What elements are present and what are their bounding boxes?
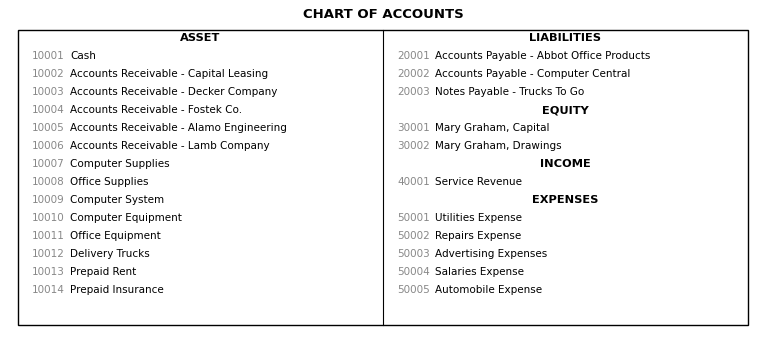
Text: 10006: 10006 xyxy=(32,141,65,151)
Text: 10005: 10005 xyxy=(32,123,65,133)
Text: Mary Graham, Drawings: Mary Graham, Drawings xyxy=(435,141,561,151)
Text: Advertising Expenses: Advertising Expenses xyxy=(435,249,547,259)
Text: ASSET: ASSET xyxy=(180,33,221,43)
Text: Office Supplies: Office Supplies xyxy=(70,177,149,187)
Text: 10013: 10013 xyxy=(32,267,65,277)
Text: INCOME: INCOME xyxy=(540,159,591,169)
Text: Service Revenue: Service Revenue xyxy=(435,177,522,187)
Text: Accounts Receivable - Decker Company: Accounts Receivable - Decker Company xyxy=(70,87,277,97)
Text: 10008: 10008 xyxy=(32,177,65,187)
Text: Prepaid Insurance: Prepaid Insurance xyxy=(70,285,164,295)
Text: CHART OF ACCOUNTS: CHART OF ACCOUNTS xyxy=(303,8,463,20)
Text: Accounts Payable - Computer Central: Accounts Payable - Computer Central xyxy=(435,69,630,79)
Text: Repairs Expense: Repairs Expense xyxy=(435,231,521,241)
Text: 10003: 10003 xyxy=(32,87,65,97)
Bar xyxy=(18,30,748,325)
Text: 50001: 50001 xyxy=(397,213,430,223)
Text: 10012: 10012 xyxy=(32,249,65,259)
Text: Accounts Payable - Abbot Office Products: Accounts Payable - Abbot Office Products xyxy=(435,51,650,61)
Text: Mary Graham, Capital: Mary Graham, Capital xyxy=(435,123,549,133)
Text: 30001: 30001 xyxy=(397,123,430,133)
Text: 50004: 50004 xyxy=(397,267,430,277)
Text: EQUITY: EQUITY xyxy=(542,105,589,115)
Text: Salaries Expense: Salaries Expense xyxy=(435,267,524,277)
Text: 20003: 20003 xyxy=(397,87,430,97)
Text: Computer System: Computer System xyxy=(70,195,164,205)
Text: Delivery Trucks: Delivery Trucks xyxy=(70,249,149,259)
Text: Notes Payable - Trucks To Go: Notes Payable - Trucks To Go xyxy=(435,87,584,97)
Text: 10002: 10002 xyxy=(32,69,65,79)
Text: 10007: 10007 xyxy=(32,159,65,169)
Text: 50002: 50002 xyxy=(397,231,430,241)
Text: 20002: 20002 xyxy=(397,69,430,79)
Text: 10001: 10001 xyxy=(32,51,65,61)
Text: 50005: 50005 xyxy=(397,285,430,295)
Text: 10014: 10014 xyxy=(32,285,65,295)
Text: EXPENSES: EXPENSES xyxy=(532,195,599,205)
Text: Computer Supplies: Computer Supplies xyxy=(70,159,169,169)
Text: Accounts Receivable - Lamb Company: Accounts Receivable - Lamb Company xyxy=(70,141,270,151)
Text: 10011: 10011 xyxy=(32,231,65,241)
Text: Computer Equipment: Computer Equipment xyxy=(70,213,182,223)
Text: Automobile Expense: Automobile Expense xyxy=(435,285,542,295)
Text: Accounts Receivable - Capital Leasing: Accounts Receivable - Capital Leasing xyxy=(70,69,268,79)
Text: Accounts Receivable - Fostek Co.: Accounts Receivable - Fostek Co. xyxy=(70,105,242,115)
Text: 10009: 10009 xyxy=(32,195,65,205)
Text: Office Equipment: Office Equipment xyxy=(70,231,161,241)
Text: Prepaid Rent: Prepaid Rent xyxy=(70,267,136,277)
Text: LIABILITIES: LIABILITIES xyxy=(529,33,601,43)
Text: 20001: 20001 xyxy=(397,51,430,61)
Text: 10010: 10010 xyxy=(32,213,65,223)
Text: Utilities Expense: Utilities Expense xyxy=(435,213,522,223)
Text: 50003: 50003 xyxy=(397,249,430,259)
Text: Cash: Cash xyxy=(70,51,96,61)
Text: 30002: 30002 xyxy=(397,141,430,151)
Text: 10004: 10004 xyxy=(32,105,65,115)
Text: Accounts Receivable - Alamo Engineering: Accounts Receivable - Alamo Engineering xyxy=(70,123,287,133)
Text: 40001: 40001 xyxy=(397,177,430,187)
